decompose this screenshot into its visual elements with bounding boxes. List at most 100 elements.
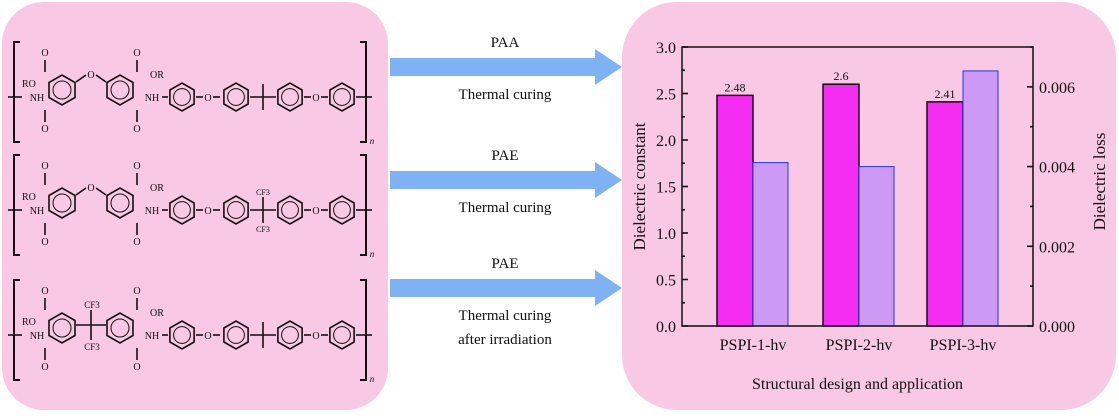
polymer-structure-2: n RO NH O O O O OR O NH O CF3 CF3 O bbox=[8, 154, 375, 259]
ether-o: O bbox=[204, 93, 211, 104]
benzene-ring bbox=[169, 320, 195, 350]
ether-o: O bbox=[312, 93, 319, 104]
carbonyl-o: O bbox=[133, 237, 140, 248]
process-arrow-2: PAE Thermal curing bbox=[390, 148, 622, 216]
aromatic-bond bbox=[227, 201, 245, 219]
amide-nh: NH bbox=[145, 331, 159, 342]
ester-group: RO bbox=[22, 192, 36, 203]
precursor-label: PAE bbox=[492, 148, 519, 164]
y2-tick-label: 0.002 bbox=[1039, 239, 1075, 256]
right-bracket bbox=[360, 279, 367, 381]
precursor-label: PAE bbox=[492, 256, 519, 272]
benzene-ring bbox=[277, 195, 303, 225]
benzene-ring bbox=[223, 195, 249, 225]
carbonyl-o: O bbox=[41, 161, 48, 172]
benzene-ring bbox=[223, 320, 249, 350]
carbonyl-o: O bbox=[41, 286, 48, 297]
benzene-ring bbox=[277, 320, 303, 350]
benzene-ring bbox=[169, 82, 195, 112]
right-bracket bbox=[360, 154, 367, 256]
bar-dielectric-loss bbox=[752, 162, 789, 327]
structures-panel bbox=[2, 2, 388, 410]
process-label: Thermal curing bbox=[459, 308, 552, 324]
aromatic-bond bbox=[173, 88, 191, 106]
ester-group: RO bbox=[22, 79, 36, 90]
benzene-ring bbox=[329, 82, 355, 112]
aromatic-bond bbox=[333, 326, 351, 344]
process-label: Thermal curing bbox=[459, 87, 552, 103]
y2-tick-label: 0.006 bbox=[1039, 80, 1075, 97]
x-axis-title: Structural design and application bbox=[752, 376, 963, 393]
cf3-group: CF3 bbox=[256, 188, 270, 197]
data-label: 2.41 bbox=[935, 87, 956, 101]
amide-nh: NH bbox=[145, 206, 159, 217]
x-tick-label: PSPI-1-hv bbox=[720, 337, 787, 354]
y-axis-title: Dielectric constant bbox=[630, 122, 649, 250]
aromatic-bond bbox=[227, 326, 245, 344]
ether-o: O bbox=[204, 206, 211, 217]
repeat-unit-n: n bbox=[370, 249, 375, 259]
carbonyl-o: O bbox=[133, 161, 140, 172]
data-label: 2.48 bbox=[725, 80, 746, 94]
bar-dielectric-constant bbox=[716, 94, 754, 327]
benzene-ring bbox=[277, 82, 303, 112]
carbonyl-o: O bbox=[133, 124, 140, 135]
bond bbox=[95, 187, 107, 196]
aromatic-bond bbox=[333, 88, 351, 106]
ether-o: O bbox=[87, 183, 94, 194]
right-arrow-icon bbox=[390, 270, 622, 306]
aromatic-bond bbox=[227, 88, 245, 106]
cf3-group: CF3 bbox=[84, 300, 100, 310]
ether-o: O bbox=[204, 331, 211, 342]
aromatic-bond bbox=[52, 318, 72, 338]
benzene-ring bbox=[329, 195, 355, 225]
aromatic-bond bbox=[173, 326, 191, 344]
cf3-group: CF3 bbox=[84, 342, 100, 352]
right-arrow-icon bbox=[390, 49, 622, 85]
left-bracket bbox=[13, 154, 20, 256]
carbonyl-o: O bbox=[133, 362, 140, 373]
right-bracket bbox=[360, 41, 367, 143]
benzene-ring bbox=[106, 74, 134, 106]
benzene-ring bbox=[223, 82, 249, 112]
process-arrow-3: PAE Thermal curing after irradiation bbox=[390, 256, 622, 348]
ether-o: O bbox=[87, 70, 94, 81]
benzene-ring bbox=[106, 187, 134, 219]
y-tick-label: 3.0 bbox=[656, 40, 676, 57]
x-tick-label: PSPI-2-hv bbox=[826, 337, 893, 354]
carbonyl-o: O bbox=[133, 48, 140, 59]
ether-o: O bbox=[312, 331, 319, 342]
right-arrow-icon bbox=[390, 162, 622, 198]
carbonyl-o: O bbox=[41, 237, 48, 248]
aromatic-bond bbox=[281, 88, 299, 106]
y-tick-label: 1.0 bbox=[656, 226, 676, 243]
carbonyl-o: O bbox=[133, 286, 140, 297]
bond bbox=[95, 74, 107, 83]
bar-dielectric-loss bbox=[962, 70, 999, 327]
y-tick-label: 0.0 bbox=[656, 319, 676, 336]
aromatic-bond bbox=[173, 201, 191, 219]
process-label: Thermal curing bbox=[459, 200, 552, 216]
y-tick-label: 1.5 bbox=[656, 180, 676, 197]
y-tick-label: 2.0 bbox=[656, 133, 676, 150]
polymer-structure-1: n RO NH O O O O OR O NH O O bbox=[8, 41, 375, 146]
aromatic-bond bbox=[281, 326, 299, 344]
polymer-structure-3: n RO NH O O CF3 CF3 O OR O NH O O bbox=[8, 279, 375, 384]
benzene-ring bbox=[48, 187, 76, 219]
cf3-group: CF3 bbox=[256, 225, 270, 234]
process-label: after irradiation bbox=[458, 332, 552, 348]
y2-tick-label: 0.004 bbox=[1039, 160, 1075, 177]
ester-group: OR bbox=[150, 183, 164, 194]
y-tick-label: 2.5 bbox=[656, 87, 676, 104]
bar-dielectric-constant bbox=[926, 101, 964, 327]
left-bracket bbox=[13, 41, 20, 143]
bar-dielectric-constant bbox=[822, 83, 860, 327]
ester-group: RO bbox=[22, 317, 36, 328]
repeat-unit-n: n bbox=[370, 374, 375, 384]
process-arrow-1: PAA Thermal curing bbox=[390, 35, 622, 103]
y2-tick-label: 0.000 bbox=[1039, 319, 1075, 336]
carbonyl-o: O bbox=[41, 362, 48, 373]
amide-nh: NH bbox=[30, 206, 44, 217]
ether-o: O bbox=[312, 206, 319, 217]
